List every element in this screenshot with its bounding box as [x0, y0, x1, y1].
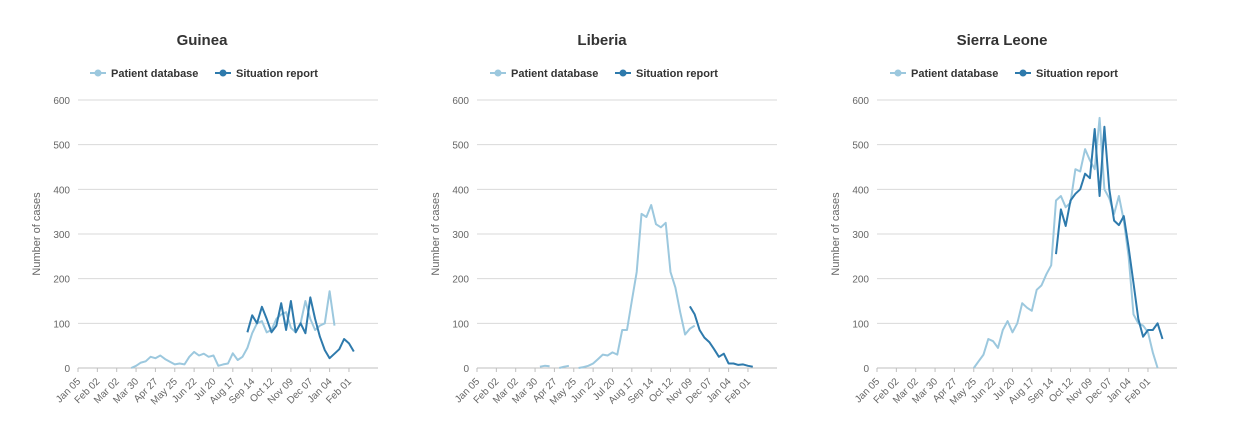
- y-tick-label: 300: [452, 230, 469, 241]
- y-tick-label: 500: [852, 141, 869, 152]
- chart-svg-sierra-leone: Sierra Leone Patient database Situation re…: [830, 32, 1177, 407]
- y-tick-label: 500: [53, 141, 70, 152]
- y-tick-label: 400: [53, 185, 70, 196]
- y-tick-label: 200: [53, 275, 70, 286]
- y-tick-label: 100: [852, 319, 869, 330]
- legend-marker-patient_database: [94, 69, 102, 77]
- chart-svg-liberia: Liberia Patient database Situation report 0…: [430, 32, 777, 407]
- chart-title: Guinea: [177, 32, 229, 49]
- y-tick-label: 0: [463, 364, 469, 375]
- series-line-patient_database: [972, 116, 1159, 369]
- legend-marker-situation_report: [619, 69, 627, 77]
- legend-marker-situation_report: [219, 69, 227, 77]
- chart-svg-guinea: Guinea Patient database Situation report 0 1…: [31, 32, 378, 407]
- y-tick-label: 600: [452, 96, 469, 107]
- y-axis-label: Number of cases: [830, 192, 842, 276]
- y-tick-label: 0: [64, 364, 70, 375]
- legend-marker-situation_report: [1019, 69, 1027, 77]
- legend-marker-patient_database: [894, 69, 902, 77]
- series-line-patient_database: [539, 364, 550, 368]
- series-line-situation_report: [1055, 125, 1164, 340]
- y-tick-label: 100: [53, 319, 70, 330]
- y-tick-label: 100: [452, 319, 469, 330]
- legend-label-patient_database: Patient database: [511, 68, 598, 80]
- series-line-situation_report: [246, 296, 355, 360]
- y-tick-label: 600: [53, 96, 70, 107]
- y-axis-label: Number of cases: [31, 192, 43, 276]
- y-tick-label: 500: [452, 141, 469, 152]
- chart-title: Sierra Leone: [957, 32, 1048, 49]
- chart-liberia: Liberia Patient database Situation report 0…: [400, 0, 800, 422]
- series-line-patient_database: [559, 364, 570, 369]
- legend-label-situation_report: Situation report: [636, 68, 718, 80]
- chart-title: Liberia: [577, 32, 627, 49]
- legend-label-patient_database: Patient database: [911, 68, 998, 80]
- chart-sierra-leone: Sierra Leone Patient database Situation re…: [800, 0, 1200, 422]
- legend-label-situation_report: Situation report: [1036, 68, 1118, 80]
- y-tick-label: 200: [452, 275, 469, 286]
- legend-marker-patient_database: [494, 69, 502, 77]
- y-tick-label: 0: [863, 364, 869, 375]
- y-tick-label: 300: [53, 230, 70, 241]
- series-line-patient_database: [578, 204, 696, 369]
- y-tick-label: 600: [852, 96, 869, 107]
- legend-label-situation_report: Situation report: [236, 68, 318, 80]
- y-tick-label: 400: [852, 185, 869, 196]
- chart-guinea: Guinea Patient database Situation report 0 1…: [0, 0, 400, 422]
- y-tick-label: 200: [852, 275, 869, 286]
- y-tick-label: 400: [452, 185, 469, 196]
- series-line-situation_report: [689, 305, 753, 368]
- y-tick-label: 300: [852, 230, 869, 241]
- y-axis-label: Number of cases: [430, 192, 442, 276]
- legend-label-patient_database: Patient database: [111, 68, 198, 80]
